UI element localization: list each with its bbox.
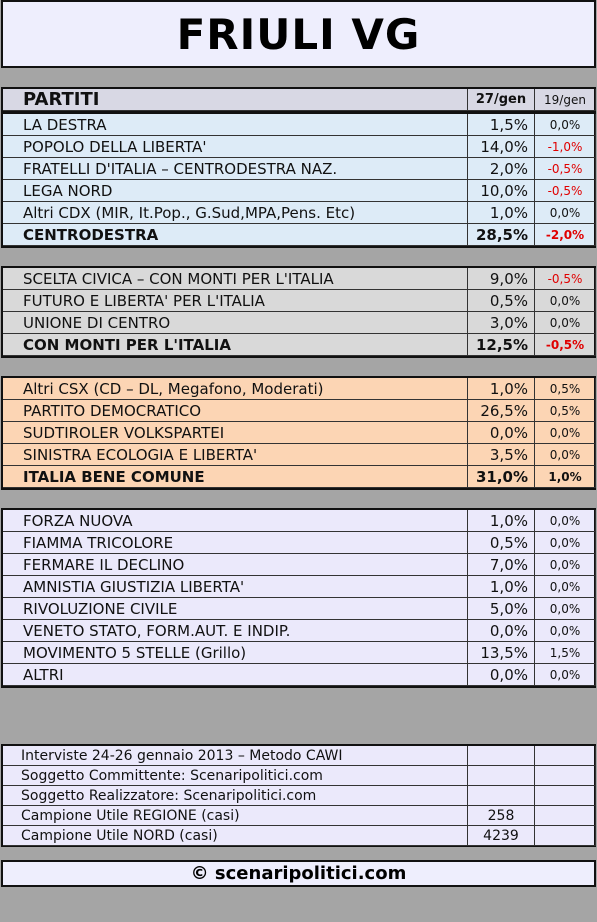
info-value bbox=[535, 786, 596, 806]
info-value bbox=[468, 746, 535, 766]
row-value: 3,5% bbox=[468, 444, 535, 466]
row-label: FORZA NUOVA bbox=[3, 510, 468, 532]
row-value: 28,5% bbox=[468, 224, 535, 246]
info-label: Campione Utile REGIONE (casi) bbox=[3, 806, 468, 826]
info-value bbox=[535, 766, 596, 786]
row-label: POPOLO DELLA LIBERTA' bbox=[3, 136, 468, 158]
row-value: 0,5% bbox=[535, 378, 596, 400]
footer: © scenaripolitici.com bbox=[1, 860, 596, 887]
row-label: FIAMMA TRICOLORE bbox=[3, 532, 468, 554]
row-label: FERMARE IL DECLINO bbox=[3, 554, 468, 576]
row-value: 0,0% bbox=[535, 312, 596, 334]
row-value: 9,0% bbox=[468, 268, 535, 290]
row-value: -0,5% bbox=[535, 268, 596, 290]
row-label: SCELTA CIVICA – CON MONTI PER L'ITALIA bbox=[3, 268, 468, 290]
row-value: 0,0% bbox=[468, 422, 535, 444]
info-value: 4239 bbox=[468, 826, 535, 846]
row-value: -0,5% bbox=[535, 158, 596, 180]
info-label: Soggetto Realizzatore: Scenaripolitici.c… bbox=[3, 786, 468, 806]
row-label: ITALIA BENE COMUNE bbox=[3, 466, 468, 488]
row-label: PARTITO DEMOCRATICO bbox=[3, 400, 468, 422]
table-block: FORZA NUOVA 1,0% 0,0% FIAMMA TRICOLORE 0,5% 0… bbox=[1, 508, 596, 688]
info-value bbox=[468, 786, 535, 806]
row-label: CENTRODESTRA bbox=[3, 224, 468, 246]
row-value: 14,0% bbox=[468, 136, 535, 158]
row-value: 26,5% bbox=[468, 400, 535, 422]
row-label: FUTURO E LIBERTA' PER L'ITALIA bbox=[3, 290, 468, 312]
row-value: 3,0% bbox=[468, 312, 535, 334]
table-block: SCELTA CIVICA – CON MONTI PER L'ITALIA 9,… bbox=[1, 266, 596, 358]
row-value: -0,5% bbox=[535, 180, 596, 202]
row-value: 2,0% bbox=[468, 158, 535, 180]
row-value: 13,5% bbox=[468, 642, 535, 664]
row-value: 0,0% bbox=[535, 576, 596, 598]
row-value: 0,0% bbox=[535, 510, 596, 532]
title: FRIULI VG bbox=[1, 0, 596, 68]
row-value: 0,0% bbox=[535, 114, 596, 136]
row-value: 0,0% bbox=[535, 202, 596, 224]
info-value bbox=[535, 826, 596, 846]
row-value: 7,0% bbox=[468, 554, 535, 576]
row-value: 0,5% bbox=[468, 290, 535, 312]
row-value: -0,5% bbox=[535, 334, 596, 356]
row-label: LEGA NORD bbox=[3, 180, 468, 202]
row-label: FRATELLI D'ITALIA – CENTRODESTRA NAZ. bbox=[3, 158, 468, 180]
row-label: Altri CSX (CD – DL, Megafono, Moderati) bbox=[3, 378, 468, 400]
row-value: 0,0% bbox=[535, 620, 596, 642]
row-label: Altri CDX (MIR, It.Pop., G.Sud,MPA,Pens.… bbox=[3, 202, 468, 224]
row-value: 0,0% bbox=[535, 444, 596, 466]
row-value: 0,0% bbox=[535, 664, 596, 686]
row-value: 1,0% bbox=[468, 576, 535, 598]
info-value bbox=[535, 746, 596, 766]
row-value: 1,5% bbox=[535, 642, 596, 664]
row-value: -2,0% bbox=[535, 224, 596, 246]
row-value: 5,0% bbox=[468, 598, 535, 620]
row-value: 0,0% bbox=[468, 620, 535, 642]
row-label: VENETO STATO, FORM.AUT. E INDIP. bbox=[3, 620, 468, 642]
table-block: LA DESTRA 1,5% 0,0% POPOLO DELLA LIBERTA' 14… bbox=[1, 112, 596, 248]
info-value bbox=[535, 806, 596, 826]
row-value: 1,5% bbox=[468, 114, 535, 136]
row-value: 0,5% bbox=[535, 400, 596, 422]
row-label: MOVIMENTO 5 STELLE (Grillo) bbox=[3, 642, 468, 664]
row-label: CON MONTI PER L'ITALIA bbox=[3, 334, 468, 356]
info-label: Campione Utile NORD (casi) bbox=[3, 826, 468, 846]
row-value: 1,0% bbox=[468, 202, 535, 224]
table-block: PARTITI 27/gen 19/gen bbox=[1, 87, 596, 113]
row-value: 0,0% bbox=[535, 598, 596, 620]
column-header: 19/gen bbox=[535, 89, 596, 111]
row-value: 1,0% bbox=[535, 466, 596, 488]
row-value: 0,0% bbox=[535, 554, 596, 576]
row-value: 1,0% bbox=[468, 510, 535, 532]
info-label: Interviste 24-26 gennaio 2013 – Metodo C… bbox=[3, 746, 468, 766]
row-value: 0,0% bbox=[535, 422, 596, 444]
column-header: 27/gen bbox=[468, 89, 535, 111]
row-label: SINISTRA ECOLOGIA E LIBERTA' bbox=[3, 444, 468, 466]
row-value: 12,5% bbox=[468, 334, 535, 356]
row-value: -1,0% bbox=[535, 136, 596, 158]
info-value: 258 bbox=[468, 806, 535, 826]
row-label: LA DESTRA bbox=[3, 114, 468, 136]
row-value: 31,0% bbox=[468, 466, 535, 488]
row-label: RIVOLUZIONE CIVILE bbox=[3, 598, 468, 620]
row-label: UNIONE DI CENTRO bbox=[3, 312, 468, 334]
row-label: ALTRI bbox=[3, 664, 468, 686]
table-block: Altri CSX (CD – DL, Megafono, Moderati) 1… bbox=[1, 376, 596, 490]
table-block: Interviste 24-26 gennaio 2013 – Metodo C… bbox=[1, 744, 596, 847]
row-value: 0,0% bbox=[535, 532, 596, 554]
row-value: 0,5% bbox=[468, 532, 535, 554]
row-value: 1,0% bbox=[468, 378, 535, 400]
info-value bbox=[468, 766, 535, 786]
row-value: 0,0% bbox=[535, 290, 596, 312]
column-header: PARTITI bbox=[3, 89, 468, 111]
row-label: AMNISTIA GIUSTIZIA LIBERTA' bbox=[3, 576, 468, 598]
info-label: Soggetto Committente: Scenaripolitici.co… bbox=[3, 766, 468, 786]
row-label: SUDTIROLER VOLKSPARTEI bbox=[3, 422, 468, 444]
row-value: 10,0% bbox=[468, 180, 535, 202]
row-value: 0,0% bbox=[468, 664, 535, 686]
